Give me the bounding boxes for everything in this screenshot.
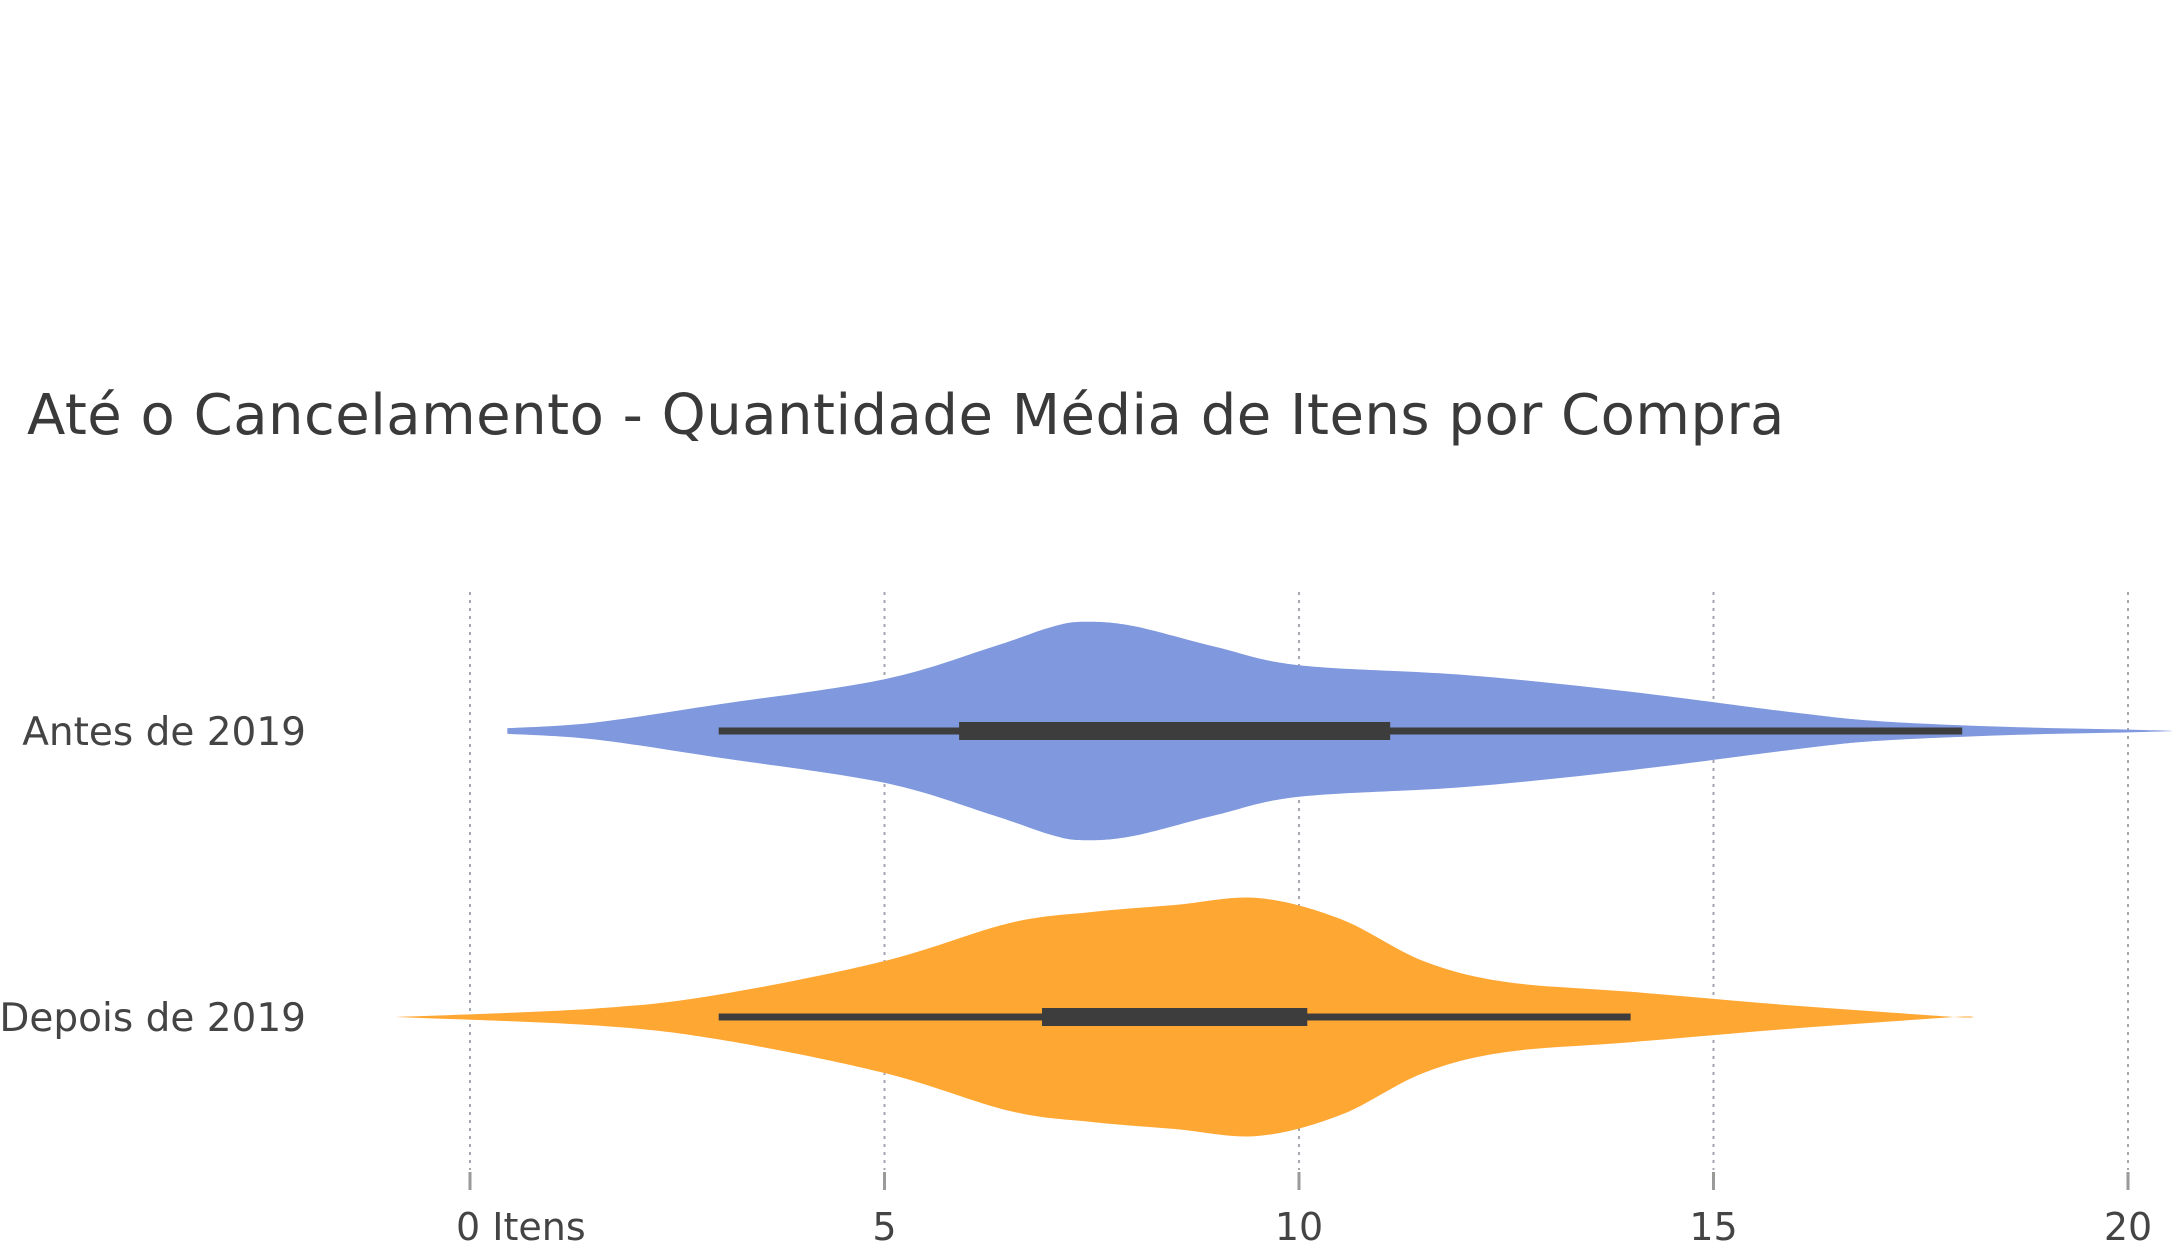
x-tick-label: 20	[2104, 1205, 2152, 1249]
violin-layer	[395, 621, 2172, 1137]
x-tick-label: 0 Itens	[456, 1205, 586, 1249]
category-label: Depois de 2019	[0, 996, 306, 1041]
x-tick-label: 15	[1689, 1205, 1737, 1249]
label-layer: 0 Itens 5 10 15 20 Antes de 2019 Depois de 201…	[0, 710, 2152, 1249]
iqr-box-antes-de-2019	[959, 722, 1391, 740]
box-layer	[718, 722, 1963, 1026]
category-label: Antes de 2019	[22, 710, 306, 755]
x-tick-label: 10	[1275, 1205, 1323, 1249]
iqr-box-depois-de-2019	[1042, 1008, 1308, 1026]
x-tick-label: 5	[872, 1205, 896, 1249]
chart-title: Até o Cancelamento - Quantidade Média de…	[27, 383, 1785, 448]
